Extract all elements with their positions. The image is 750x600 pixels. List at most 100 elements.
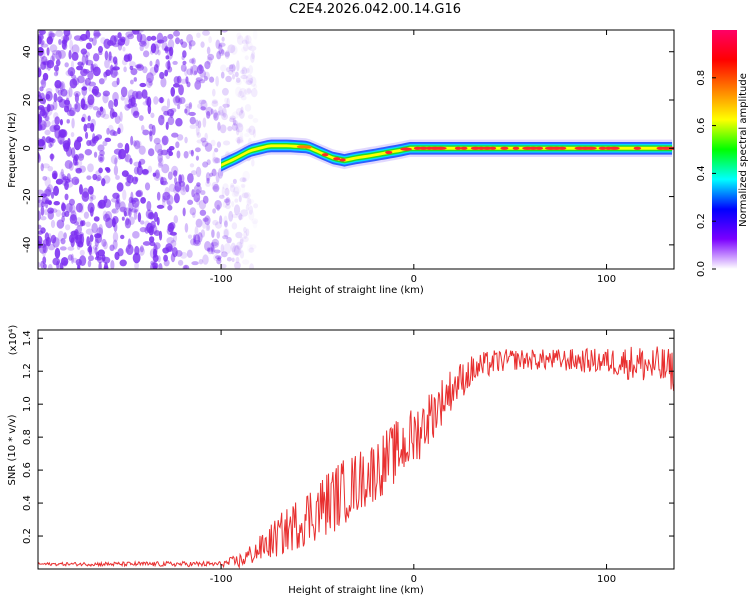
signal-peak [339, 158, 346, 162]
colorbar-label: Normalized spectral amplitude [738, 73, 749, 227]
noise-blob [120, 234, 125, 240]
noise-blob [236, 32, 242, 40]
noise-blob [38, 224, 42, 230]
noise-blob [223, 215, 228, 226]
noise-blob [235, 86, 242, 98]
noise-blob [121, 170, 129, 178]
noise-blob [213, 112, 219, 121]
noise-blob [153, 96, 159, 105]
noise-blob [40, 79, 46, 85]
noise-blob [240, 74, 248, 80]
noise-blob [188, 42, 192, 50]
noise-blob [38, 153, 42, 164]
noise-blob [237, 90, 245, 99]
noise-blob [182, 264, 190, 269]
noise-blob [208, 36, 212, 44]
noise-blob [220, 111, 226, 117]
noise-blob [65, 179, 74, 188]
signal-peak [333, 157, 341, 161]
noise-blob [140, 197, 147, 204]
noise-blob [253, 30, 258, 40]
noise-blob [235, 256, 240, 264]
noise-blob [214, 249, 221, 254]
noise-blob [178, 84, 184, 96]
noise-blob [184, 108, 188, 114]
noise-blob [146, 72, 154, 84]
noise-blob [96, 255, 104, 264]
noise-blob [80, 48, 88, 55]
y-tick-label: -40 [22, 237, 33, 253]
noise-blob [152, 254, 159, 263]
noise-blob [62, 260, 68, 267]
noise-blob [141, 168, 149, 175]
noise-blob [214, 199, 222, 210]
noise-blob [215, 39, 221, 50]
noise-blob [142, 50, 150, 58]
noise-blob [58, 39, 62, 46]
noise-blob [123, 66, 127, 73]
noise-blob [152, 265, 158, 269]
noise-blob [43, 120, 51, 128]
noise-blob [99, 149, 105, 157]
noise-blob [63, 30, 71, 37]
noise-blob [53, 201, 60, 206]
y-tick-label: 0.2 [22, 528, 33, 544]
noise-blob [149, 212, 155, 220]
noise-blob [219, 124, 227, 134]
noise-blob [195, 166, 202, 178]
signal-peak [434, 146, 447, 150]
noise-blob [239, 236, 244, 245]
noise-blob [212, 151, 216, 162]
noise-blob [211, 100, 219, 107]
noise-blob [41, 78, 47, 89]
noise-blob [112, 66, 120, 71]
noise-blob [243, 88, 252, 95]
signal-peak [303, 145, 312, 149]
noise-blob [85, 42, 92, 50]
noise-blob [130, 68, 138, 76]
noise-blob [40, 215, 47, 221]
noise-blob [162, 191, 171, 201]
noise-blob [210, 245, 216, 255]
noise-blob [79, 184, 83, 195]
noise-blob [206, 220, 210, 231]
noise-blob [216, 110, 221, 116]
noise-blob [179, 38, 184, 45]
noise-blob [160, 114, 165, 120]
colorbar-tick-label: 0.2 [696, 213, 707, 229]
noise-blob [233, 119, 238, 126]
noise-blob [87, 98, 94, 110]
noise-blob [240, 209, 249, 217]
noise-blob [67, 67, 76, 77]
noise-blob [242, 44, 249, 52]
noise-blob [251, 218, 259, 225]
noise-blob [101, 238, 107, 247]
noise-blob [132, 176, 138, 185]
noise-blob [163, 47, 172, 52]
noise-blob [213, 147, 219, 153]
noise-blob [92, 66, 101, 77]
noise-blob [186, 34, 194, 44]
signal-peak [558, 146, 567, 150]
noise-blob [232, 117, 237, 126]
noise-blob [236, 122, 243, 128]
noise-blob [224, 50, 230, 59]
noise-blob [38, 139, 45, 147]
noise-blob [246, 87, 252, 94]
noise-blob [111, 208, 117, 214]
noise-blob [148, 236, 155, 243]
noise-blob [149, 248, 157, 259]
noise-blob [222, 103, 230, 108]
noise-blob [182, 60, 187, 65]
noise-blob [114, 115, 121, 124]
noise-blob [61, 211, 67, 218]
noise-blob [77, 61, 84, 66]
noise-blob [195, 155, 200, 161]
noise-blob [136, 64, 145, 71]
noise-blob [239, 250, 245, 259]
chart-title: C2E4.2026.042.00.14.G16 [288, 2, 462, 17]
noise-blob [76, 136, 83, 143]
noise-blob [197, 120, 202, 129]
noise-blob [189, 207, 197, 216]
noise-blob [81, 113, 87, 123]
